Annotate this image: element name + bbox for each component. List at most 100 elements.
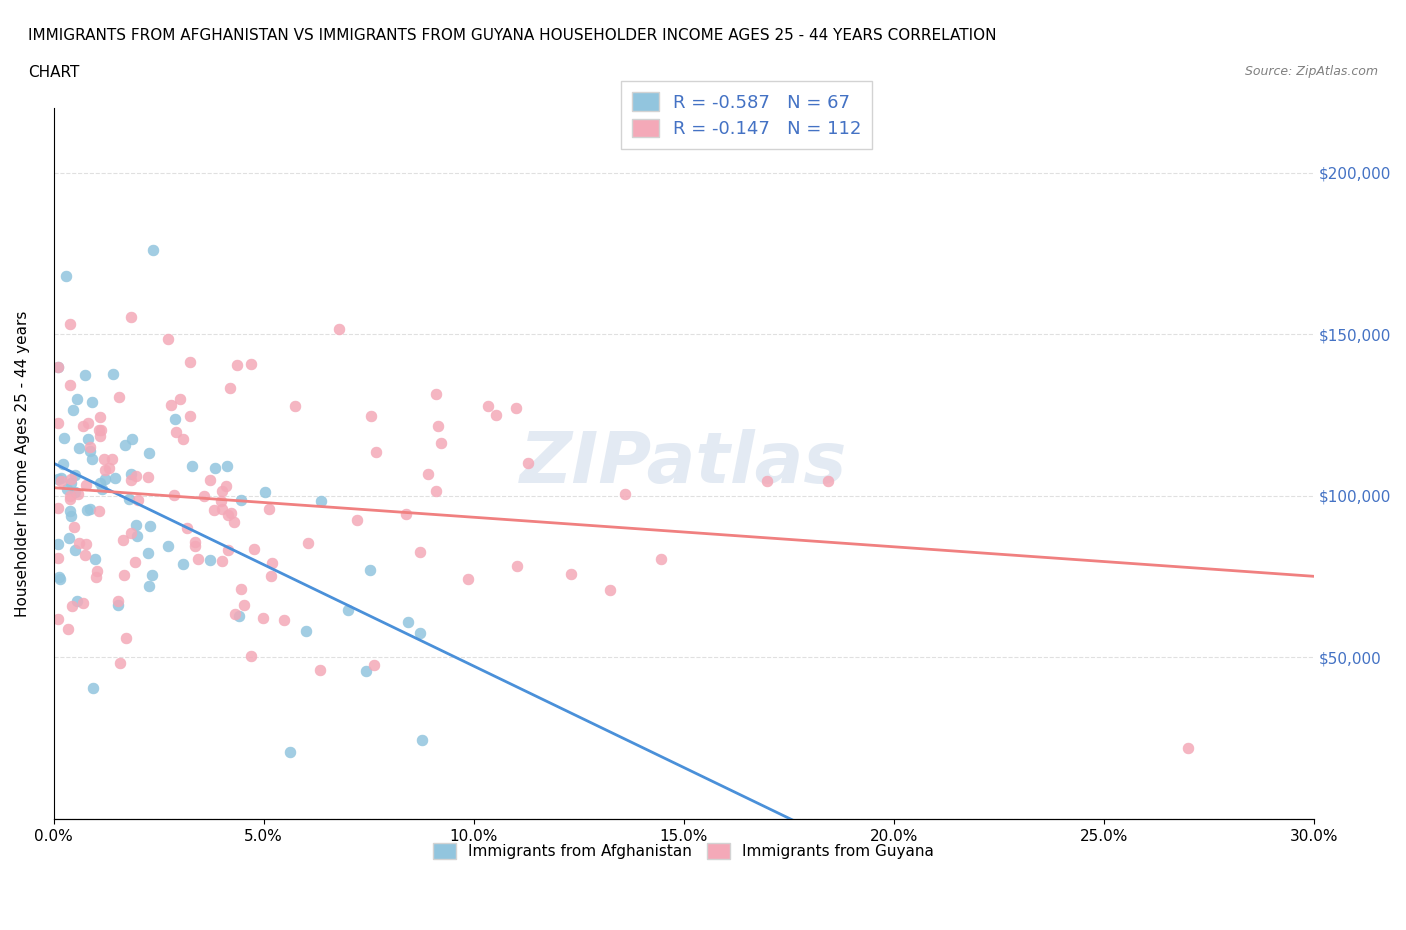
Point xyxy=(53,431,76,445)
Point xyxy=(217,543,239,558)
Point xyxy=(156,538,179,553)
Point xyxy=(328,322,350,337)
Point xyxy=(124,554,146,569)
Point xyxy=(120,525,142,540)
Point xyxy=(156,331,179,346)
Point xyxy=(90,422,112,437)
Point xyxy=(55,269,77,284)
Point xyxy=(477,398,499,413)
Point xyxy=(94,472,117,486)
Point xyxy=(46,500,69,515)
Point xyxy=(94,463,117,478)
Point xyxy=(257,501,280,516)
Point xyxy=(1177,740,1199,755)
Point xyxy=(354,663,377,678)
Point xyxy=(59,472,82,486)
Point xyxy=(516,455,538,470)
Point xyxy=(66,392,89,406)
Point xyxy=(107,598,129,613)
Point xyxy=(224,606,246,621)
Point xyxy=(359,563,381,578)
Point xyxy=(67,535,90,550)
Point xyxy=(59,488,82,503)
Point xyxy=(98,460,121,475)
Point xyxy=(614,486,637,501)
Point xyxy=(46,416,69,431)
Point xyxy=(294,624,316,639)
Point xyxy=(80,451,103,466)
Point xyxy=(87,503,110,518)
Point xyxy=(89,422,111,437)
Point xyxy=(63,543,86,558)
Point xyxy=(101,452,124,467)
Point xyxy=(73,547,96,562)
Point xyxy=(239,649,262,664)
Point xyxy=(56,482,79,497)
Point xyxy=(49,571,72,586)
Legend: Immigrants from Afghanistan, Immigrants from Guyana: Immigrants from Afghanistan, Immigrants … xyxy=(423,834,943,868)
Point xyxy=(360,409,382,424)
Point xyxy=(165,425,187,440)
Point xyxy=(485,407,508,422)
Point xyxy=(560,566,582,581)
Point xyxy=(260,569,283,584)
Point xyxy=(202,502,225,517)
Point xyxy=(184,535,207,550)
Point xyxy=(231,492,253,507)
Point xyxy=(337,603,360,618)
Point xyxy=(46,551,69,565)
Point xyxy=(228,608,250,623)
Point xyxy=(112,532,135,547)
Point xyxy=(283,399,305,414)
Point xyxy=(297,536,319,551)
Point xyxy=(141,568,163,583)
Point xyxy=(59,492,82,507)
Point xyxy=(48,537,70,551)
Point xyxy=(172,432,194,446)
Point xyxy=(425,484,447,498)
Point xyxy=(457,571,479,586)
Point xyxy=(58,504,80,519)
Point xyxy=(262,555,284,570)
Point xyxy=(75,477,97,492)
Point xyxy=(425,387,447,402)
Point xyxy=(79,444,101,458)
Point xyxy=(76,502,98,517)
Point xyxy=(108,656,131,671)
Point xyxy=(107,390,129,405)
Point xyxy=(52,457,75,472)
Point xyxy=(114,631,136,645)
Point xyxy=(409,626,432,641)
Point xyxy=(79,501,101,516)
Point xyxy=(107,593,129,608)
Point xyxy=(363,658,385,672)
Point xyxy=(49,470,72,485)
Point xyxy=(118,492,141,507)
Point xyxy=(89,476,111,491)
Point xyxy=(125,528,148,543)
Point xyxy=(311,494,333,509)
Point xyxy=(63,485,86,499)
Point xyxy=(253,485,276,500)
Point xyxy=(176,520,198,535)
Point xyxy=(60,476,83,491)
Point xyxy=(211,484,233,498)
Point xyxy=(138,445,160,460)
Point xyxy=(46,612,69,627)
Point xyxy=(48,569,70,584)
Point xyxy=(273,612,295,627)
Point xyxy=(86,563,108,578)
Point xyxy=(172,556,194,571)
Point xyxy=(650,551,672,566)
Text: IMMIGRANTS FROM AFGHANISTAN VS IMMIGRANTS FROM GUYANA HOUSEHOLDER INCOME AGES 25: IMMIGRANTS FROM AFGHANISTAN VS IMMIGRANT… xyxy=(28,28,997,43)
Point xyxy=(136,546,159,561)
Point xyxy=(163,412,186,427)
Point xyxy=(112,568,135,583)
Point xyxy=(184,539,207,554)
Point xyxy=(72,596,94,611)
Point xyxy=(120,310,142,325)
Point xyxy=(308,662,330,677)
Point xyxy=(60,509,83,524)
Point xyxy=(60,599,83,614)
Point xyxy=(77,432,100,446)
